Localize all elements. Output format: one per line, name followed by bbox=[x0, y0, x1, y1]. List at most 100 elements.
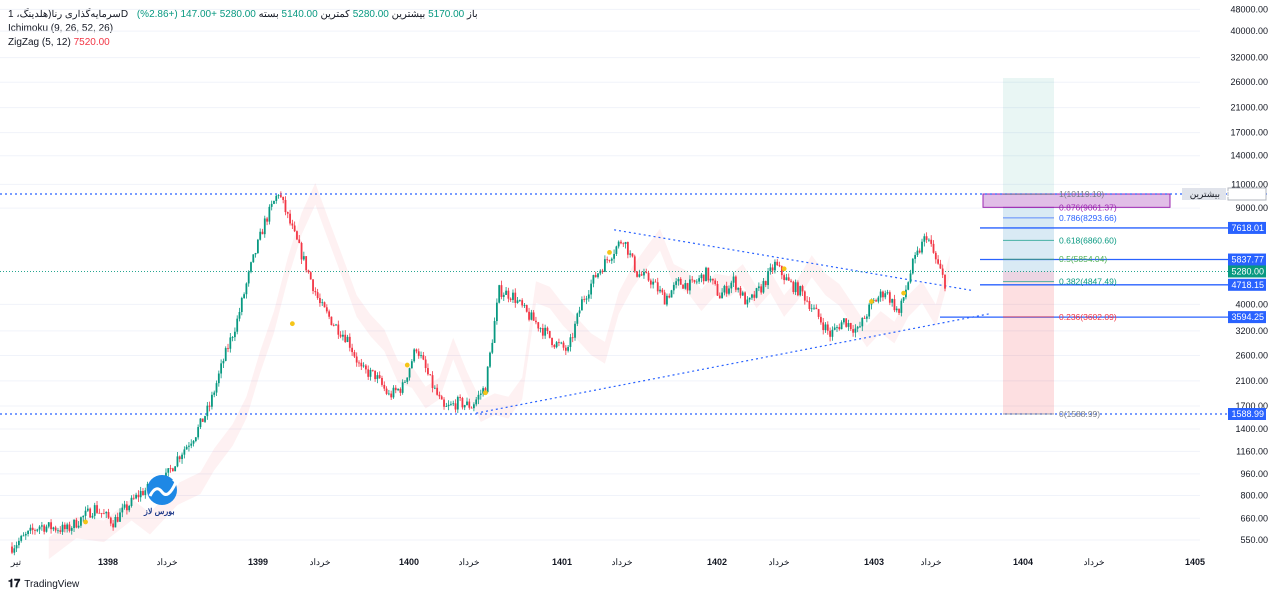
time-axis-tick: 1403 bbox=[864, 557, 884, 567]
candle-body bbox=[528, 311, 530, 320]
time-axis-tick: خرداد bbox=[1083, 557, 1104, 568]
price-axis[interactable]: 48000.00 40000.00 32000.00 26000.00 21000.00… bbox=[1230, 4, 1268, 545]
candle-body bbox=[587, 294, 590, 299]
candle-body bbox=[574, 323, 576, 338]
candle-body bbox=[211, 394, 213, 407]
price-tag bbox=[1228, 253, 1266, 266]
price-tag-value: 5837.77 bbox=[1231, 255, 1264, 265]
candle-body bbox=[369, 369, 372, 377]
candle-body bbox=[38, 526, 41, 530]
candle-body bbox=[801, 286, 804, 292]
candle-body bbox=[868, 304, 871, 317]
candle-body bbox=[47, 522, 50, 527]
candle-body bbox=[643, 271, 645, 276]
candle-body bbox=[925, 236, 928, 240]
candle-body bbox=[256, 239, 259, 254]
candle-body bbox=[234, 331, 236, 338]
candle-body bbox=[833, 327, 836, 330]
candle-body bbox=[456, 397, 459, 410]
candle-body bbox=[944, 274, 946, 289]
candle-body bbox=[286, 212, 289, 214]
candle-body bbox=[840, 322, 843, 330]
candle-body bbox=[477, 394, 480, 400]
candle-body bbox=[123, 504, 126, 508]
fibonacci-levels[interactable]: 1(10119.10) 0.876(9061.37)0.786(8293.66) 0… bbox=[1003, 189, 1117, 419]
time-axis-tick: خرداد bbox=[768, 557, 789, 568]
candle-body bbox=[785, 277, 788, 281]
candle-body bbox=[385, 388, 388, 394]
candle-body bbox=[447, 404, 450, 407]
candle-body bbox=[126, 504, 128, 511]
candle-body bbox=[96, 505, 98, 513]
candle-body bbox=[250, 262, 252, 272]
candle-body bbox=[803, 291, 806, 301]
candle-body bbox=[847, 323, 850, 327]
price-axis-tick: 3200.00 bbox=[1235, 326, 1268, 336]
candle-body bbox=[459, 397, 462, 399]
price-axis-tick: 550.00 bbox=[1240, 535, 1268, 545]
candle-body bbox=[119, 512, 121, 522]
candle-body bbox=[348, 336, 351, 348]
candle-body bbox=[328, 311, 331, 317]
zigzag-indicator[interactable]: ZigZag (5, 12) 7520.00 bbox=[8, 36, 478, 50]
candle-body bbox=[911, 258, 914, 274]
price-axis-tick: 40000.00 bbox=[1230, 26, 1268, 36]
candle-body bbox=[98, 512, 101, 514]
candle-body bbox=[799, 286, 802, 296]
candle-body bbox=[601, 270, 604, 272]
candle-body bbox=[321, 302, 324, 304]
candle-body bbox=[875, 300, 877, 302]
candle-body bbox=[229, 337, 232, 349]
candle-body bbox=[698, 278, 701, 282]
candle-body bbox=[941, 268, 944, 275]
candle-body bbox=[914, 255, 917, 259]
time-axis[interactable]: تیر 1398 خرداد 1399 خرداد 1400 خرداد 1401 خرداد 1… bbox=[10, 557, 1205, 568]
candle-body bbox=[381, 377, 383, 385]
ichimoku-indicator-label[interactable]: Ichimoku (9, 26, 52, 26) bbox=[8, 23, 114, 34]
candle-body bbox=[505, 290, 507, 295]
candle-body bbox=[553, 345, 556, 348]
time-axis-tick: خرداد bbox=[920, 557, 941, 568]
fib-fill bbox=[1003, 194, 1054, 282]
candle-body bbox=[273, 200, 275, 204]
candle-body bbox=[243, 294, 246, 299]
candle-body bbox=[849, 323, 852, 330]
high-value: 5280.00 bbox=[352, 9, 389, 20]
candle-body bbox=[689, 279, 691, 291]
candle-body bbox=[679, 278, 682, 285]
zigzag-point bbox=[781, 266, 787, 272]
candle-body bbox=[222, 360, 225, 364]
candle-body bbox=[693, 280, 696, 282]
candle-body bbox=[59, 530, 62, 532]
candle-body bbox=[374, 370, 376, 380]
candle-body bbox=[514, 292, 517, 303]
candle-body bbox=[902, 297, 905, 301]
candle-body bbox=[583, 299, 586, 301]
fib-level-label: 0.236(3602.09) bbox=[1059, 312, 1117, 322]
profit-zone bbox=[1003, 78, 1054, 272]
candle-body bbox=[721, 292, 723, 299]
price-axis-tick: 4000.00 bbox=[1235, 299, 1268, 309]
candle-body bbox=[695, 281, 698, 283]
candle-body bbox=[567, 346, 570, 351]
candle-body bbox=[753, 294, 756, 298]
candle-body bbox=[629, 253, 632, 255]
candle-body bbox=[270, 203, 273, 207]
candle-body bbox=[121, 507, 124, 513]
candle-body bbox=[171, 468, 174, 472]
candle-body bbox=[500, 285, 503, 297]
candle-body bbox=[666, 295, 668, 305]
brand-name: TradingView bbox=[24, 579, 80, 590]
candle-body bbox=[63, 524, 66, 530]
candle-body bbox=[934, 252, 937, 260]
candle-body bbox=[470, 407, 473, 409]
candle-body bbox=[895, 308, 898, 311]
candle-body bbox=[525, 305, 528, 312]
candle-body bbox=[454, 403, 457, 410]
candle-body bbox=[537, 322, 540, 329]
price-axis-tick: 660.00 bbox=[1240, 513, 1268, 523]
candle-body bbox=[197, 427, 200, 438]
symbol-name[interactable]: سرمایه‌گذاری رنا(هلدینگ، 1D bbox=[8, 9, 129, 20]
candle-body bbox=[337, 324, 340, 335]
